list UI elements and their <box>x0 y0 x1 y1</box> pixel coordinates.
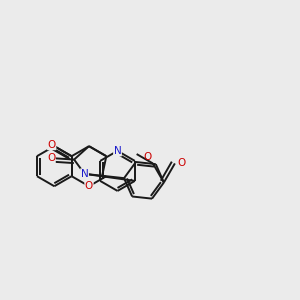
Text: O: O <box>85 181 93 191</box>
Text: O: O <box>177 158 185 168</box>
Text: O: O <box>144 152 152 162</box>
Text: N: N <box>81 169 88 179</box>
Text: O: O <box>48 140 56 150</box>
Text: N: N <box>114 146 122 156</box>
Text: O: O <box>47 153 55 163</box>
